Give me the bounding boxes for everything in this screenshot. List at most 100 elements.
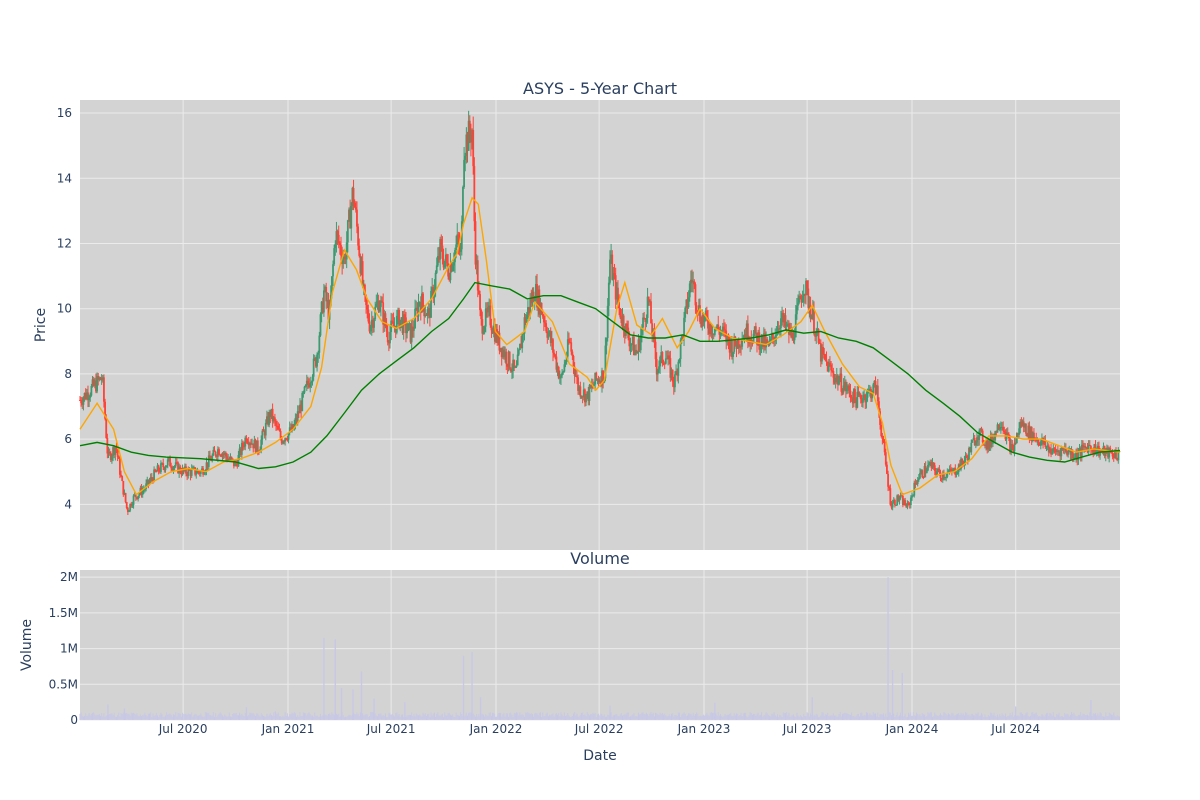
candle-body: [226, 456, 228, 461]
candle-body: [409, 323, 412, 343]
candle-body: [378, 306, 381, 312]
volume-bar: [1008, 715, 1010, 720]
volume-bar: [493, 713, 495, 720]
candle-body: [852, 389, 855, 404]
volume-bar: [435, 716, 437, 720]
volume-spike-bar: [714, 702, 716, 720]
volume-bar: [903, 716, 905, 720]
candle-body: [964, 455, 967, 461]
volume-bar: [955, 714, 957, 720]
candle-body: [807, 288, 810, 308]
candle-body: [342, 259, 345, 264]
candle-body: [435, 265, 438, 273]
candle-body: [383, 313, 386, 325]
volume-bar: [828, 716, 830, 720]
price-y-tick-label: 12: [57, 236, 72, 250]
candle-body: [438, 255, 440, 260]
volume-bar: [449, 714, 451, 720]
candle-body: [242, 442, 244, 447]
candle-body: [582, 389, 585, 397]
candle-body: [292, 424, 295, 430]
volume-spike-bar: [479, 697, 482, 720]
volume-bar: [660, 714, 662, 720]
volume-bar: [122, 712, 124, 720]
candle-body: [280, 438, 283, 444]
candle-body: [1058, 451, 1060, 453]
volume-bar: [856, 714, 858, 720]
candle-body: [739, 346, 741, 348]
volume-bar: [694, 714, 696, 720]
volume-bar: [1082, 713, 1084, 720]
volume-bar: [640, 714, 642, 720]
volume-bar: [688, 713, 690, 720]
candle-body: [554, 354, 557, 357]
candle-body: [971, 439, 974, 443]
candle-body: [224, 452, 227, 457]
candle-body: [798, 295, 801, 303]
volume-bar: [1093, 713, 1095, 720]
volume-bar: [190, 714, 192, 720]
volume-bar: [422, 712, 424, 720]
volume-bar: [95, 715, 97, 720]
volume-bar: [653, 716, 655, 720]
volume-bar: [571, 716, 573, 720]
volume-bar: [584, 714, 586, 720]
candle-body: [166, 459, 169, 466]
volume-bar: [790, 715, 792, 720]
candle-body: [1031, 432, 1034, 441]
candle-body: [719, 330, 722, 335]
volume-bar: [182, 712, 184, 720]
candle-body: [109, 452, 112, 461]
volume-bar: [783, 712, 785, 720]
candle-body: [348, 209, 350, 221]
candle-body: [334, 243, 337, 249]
candle-body: [1060, 448, 1063, 457]
volume-bar: [808, 716, 810, 720]
volume-bar: [810, 713, 812, 720]
volume-bar: [610, 712, 612, 720]
candle-body: [360, 261, 363, 274]
candle-body: [572, 355, 575, 367]
volume-bar: [851, 712, 853, 720]
candle-body: [443, 260, 446, 268]
volume-bar: [180, 716, 182, 720]
volume-bar: [696, 712, 698, 720]
candle-body: [1111, 452, 1114, 457]
volume-bar: [327, 713, 329, 720]
volume-bar: [1016, 715, 1018, 720]
candle-body: [650, 301, 652, 324]
candle-body: [790, 328, 793, 338]
candle-body: [734, 336, 737, 346]
volume-bar: [490, 715, 492, 720]
volume-bar: [242, 715, 244, 720]
volume-bar: [702, 714, 704, 720]
candle-body: [480, 310, 483, 320]
candle-body: [666, 358, 668, 360]
volume-bar: [135, 714, 137, 720]
volume-bar: [501, 716, 503, 720]
volume-bar: [1096, 715, 1098, 720]
candle-body: [569, 342, 571, 344]
volume-bar: [807, 713, 809, 720]
volume-bar: [430, 712, 432, 720]
candle-body: [1103, 446, 1106, 456]
candle-body: [990, 435, 993, 444]
candle-body: [427, 308, 430, 310]
candle-body: [442, 258, 445, 268]
volume-bar: [987, 715, 989, 720]
volume-bar: [859, 716, 861, 720]
volume-bar: [477, 716, 479, 720]
volume-bar: [379, 713, 381, 720]
volume-bar: [773, 712, 775, 720]
candle-body: [398, 309, 401, 328]
volume-bar: [833, 715, 835, 720]
candle-body: [1017, 433, 1019, 435]
candle-body: [165, 465, 168, 468]
candle-body: [824, 354, 827, 360]
volume-bar: [514, 713, 516, 720]
candle-body: [112, 447, 114, 456]
candle-body: [266, 416, 268, 423]
candle-body: [483, 326, 486, 332]
volume-bar: [983, 717, 985, 720]
volume-bar: [448, 712, 450, 720]
